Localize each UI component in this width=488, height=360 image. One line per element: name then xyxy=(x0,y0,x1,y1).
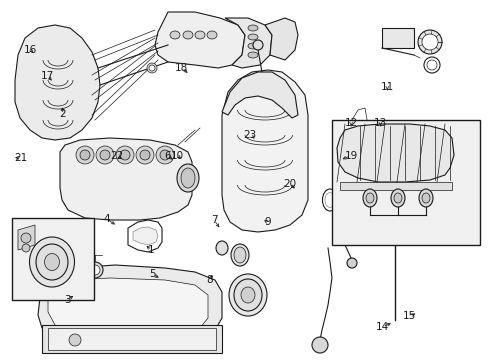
Ellipse shape xyxy=(216,241,227,255)
Polygon shape xyxy=(60,138,192,220)
Bar xyxy=(48,328,216,350)
Text: 7: 7 xyxy=(210,215,217,225)
Polygon shape xyxy=(38,265,222,342)
Polygon shape xyxy=(15,25,100,140)
Text: 12: 12 xyxy=(344,118,357,128)
Circle shape xyxy=(90,265,100,275)
Bar xyxy=(12,218,94,300)
Ellipse shape xyxy=(241,287,254,303)
Text: 8: 8 xyxy=(205,275,212,285)
Ellipse shape xyxy=(181,168,195,188)
Circle shape xyxy=(417,30,441,54)
Ellipse shape xyxy=(170,31,180,39)
Polygon shape xyxy=(18,225,35,250)
Ellipse shape xyxy=(29,237,74,287)
Ellipse shape xyxy=(228,274,266,316)
Circle shape xyxy=(76,146,94,164)
Ellipse shape xyxy=(365,193,373,203)
Ellipse shape xyxy=(44,253,60,270)
Text: 23: 23 xyxy=(243,130,257,140)
Polygon shape xyxy=(339,182,451,190)
Polygon shape xyxy=(48,278,207,334)
Polygon shape xyxy=(155,12,244,68)
Text: 22: 22 xyxy=(109,150,123,161)
Ellipse shape xyxy=(325,193,334,207)
Circle shape xyxy=(120,150,130,160)
Text: 4: 4 xyxy=(103,214,110,224)
Text: 6: 6 xyxy=(163,150,170,161)
Text: 20: 20 xyxy=(283,179,295,189)
Bar xyxy=(42,325,222,353)
Polygon shape xyxy=(222,70,307,232)
Circle shape xyxy=(116,146,134,164)
Ellipse shape xyxy=(206,31,217,39)
Circle shape xyxy=(252,40,263,50)
Circle shape xyxy=(421,34,437,50)
Circle shape xyxy=(96,146,114,164)
Circle shape xyxy=(311,337,327,353)
Ellipse shape xyxy=(247,43,258,49)
Polygon shape xyxy=(222,72,297,118)
Circle shape xyxy=(100,150,110,160)
Ellipse shape xyxy=(36,244,68,280)
Ellipse shape xyxy=(362,189,376,207)
Polygon shape xyxy=(133,227,158,245)
Ellipse shape xyxy=(183,31,193,39)
Ellipse shape xyxy=(230,244,248,266)
Circle shape xyxy=(147,63,157,73)
Text: 11: 11 xyxy=(380,82,393,92)
Circle shape xyxy=(160,150,170,160)
Ellipse shape xyxy=(421,193,429,203)
Bar xyxy=(331,120,479,245)
Ellipse shape xyxy=(234,247,245,263)
Ellipse shape xyxy=(247,25,258,31)
Ellipse shape xyxy=(393,193,401,203)
Ellipse shape xyxy=(322,189,337,211)
Polygon shape xyxy=(224,18,271,68)
Text: 17: 17 xyxy=(41,71,55,81)
Ellipse shape xyxy=(418,189,432,207)
Text: 3: 3 xyxy=(64,294,71,305)
Circle shape xyxy=(69,334,81,346)
Ellipse shape xyxy=(247,52,258,58)
Circle shape xyxy=(22,244,30,252)
Circle shape xyxy=(346,258,356,268)
Text: 2: 2 xyxy=(59,109,66,120)
Text: 5: 5 xyxy=(149,269,156,279)
Text: 1: 1 xyxy=(148,245,155,255)
Circle shape xyxy=(156,146,174,164)
Polygon shape xyxy=(264,18,297,60)
Ellipse shape xyxy=(247,34,258,40)
Ellipse shape xyxy=(234,279,262,311)
Circle shape xyxy=(140,150,150,160)
Text: 18: 18 xyxy=(175,63,188,73)
Circle shape xyxy=(80,150,90,160)
Ellipse shape xyxy=(177,164,199,192)
Circle shape xyxy=(136,146,154,164)
Text: 15: 15 xyxy=(402,311,416,321)
Polygon shape xyxy=(336,124,453,182)
Bar xyxy=(381,28,413,48)
Text: 14: 14 xyxy=(375,322,388,332)
Text: 19: 19 xyxy=(344,150,357,161)
Ellipse shape xyxy=(390,189,404,207)
Circle shape xyxy=(149,65,155,71)
Polygon shape xyxy=(128,220,162,252)
Ellipse shape xyxy=(195,31,204,39)
Circle shape xyxy=(21,233,31,243)
Circle shape xyxy=(423,57,439,73)
Circle shape xyxy=(426,60,436,70)
Circle shape xyxy=(87,262,103,278)
Text: 16: 16 xyxy=(23,45,37,55)
Text: 13: 13 xyxy=(373,118,386,128)
Text: 10: 10 xyxy=(170,150,183,161)
Text: 9: 9 xyxy=(264,217,271,228)
Text: 21: 21 xyxy=(14,153,27,163)
